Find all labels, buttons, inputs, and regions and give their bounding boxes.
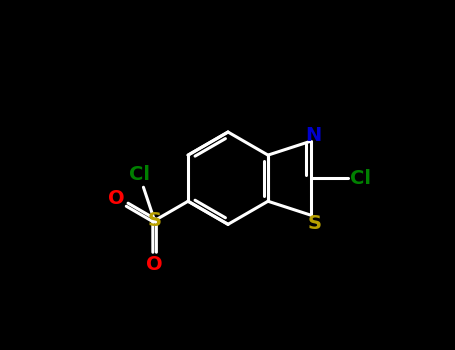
Text: S: S — [147, 211, 162, 230]
Text: N: N — [305, 126, 322, 145]
Text: O: O — [147, 255, 163, 274]
Text: O: O — [108, 189, 125, 208]
Text: Cl: Cl — [129, 165, 150, 184]
Text: S: S — [307, 214, 321, 233]
Text: Cl: Cl — [350, 169, 371, 188]
